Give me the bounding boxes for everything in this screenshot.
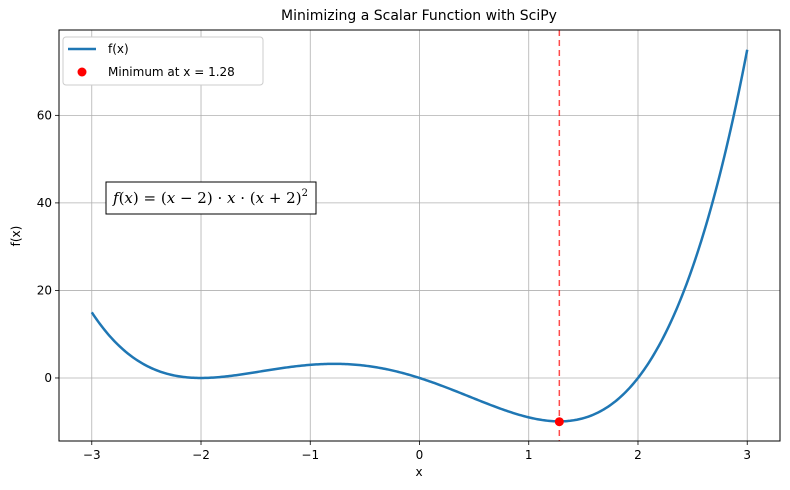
x-axis-label: x xyxy=(415,465,422,479)
legend-label-minimum: Minimum at x = 1.28 xyxy=(108,65,235,79)
legend-label-fx: f(x) xyxy=(108,42,129,56)
y-tick-label: 0 xyxy=(44,371,52,385)
x-tick-label: −2 xyxy=(192,448,210,462)
formula-annotation: f(x) = (x − 2) · x · (x + 2)2 xyxy=(105,181,317,215)
marker-layer xyxy=(554,30,564,441)
legend-marker-swatch xyxy=(77,67,87,77)
x-tick-label: −3 xyxy=(83,448,101,462)
x-tick-label: 1 xyxy=(525,448,533,462)
x-tick-label: 3 xyxy=(743,448,751,462)
minimum-marker xyxy=(554,417,564,427)
series-layer xyxy=(90,49,749,423)
series-line-fx xyxy=(90,49,749,423)
legend-box xyxy=(62,36,264,86)
y-tick-label: 40 xyxy=(37,196,52,210)
legend: f(x) Minimum at x = 1.28 xyxy=(62,36,264,86)
plot-area xyxy=(58,29,781,442)
y-axis-label: f(x) xyxy=(9,226,23,247)
y-tick-label: 20 xyxy=(37,283,52,297)
x-tick-label: 0 xyxy=(416,448,424,462)
formula-text: f(x) = (x − 2) · x · (x + 2)2 xyxy=(112,188,308,207)
x-tick-label: 2 xyxy=(634,448,642,462)
grid xyxy=(59,30,780,441)
formula-box xyxy=(105,181,317,215)
x-ticks: −3 −2 −1 0 1 2 3 xyxy=(83,441,751,462)
y-tick-label: 60 xyxy=(37,108,52,122)
y-ticks: 0 20 40 60 xyxy=(37,108,59,385)
x-tick-label: −1 xyxy=(301,448,319,462)
chart-title: Minimizing a Scalar Function with SciPy xyxy=(281,8,557,24)
